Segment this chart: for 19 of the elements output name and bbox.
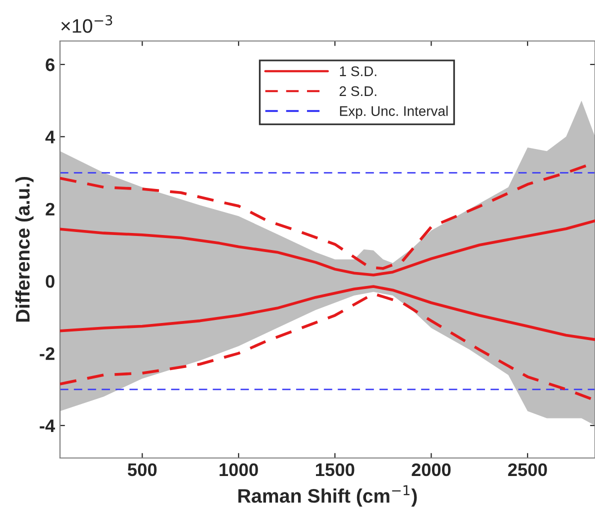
x-tick-label: 1000 xyxy=(220,463,258,476)
x-tick-label: 500 xyxy=(128,463,157,476)
legend-label: 2 S.D. xyxy=(340,86,376,96)
x-tick-label: 2500 xyxy=(508,463,547,476)
line-series xyxy=(60,219,595,276)
x-tick-label: 2000 xyxy=(412,463,451,476)
x-tick-label: 1500 xyxy=(316,463,354,476)
y-tick-label: 2 xyxy=(46,202,54,216)
y-tick-label: 0 xyxy=(46,275,54,288)
y-tick-label: -4 xyxy=(40,420,56,432)
line-series xyxy=(60,285,595,341)
y-tick-label: -2 xyxy=(40,347,54,360)
text: ×10$^{−3}$ xyxy=(61,15,112,33)
legend-label: 1 S.D. xyxy=(340,66,376,76)
legend-label: Exp. Unc. Interval xyxy=(340,106,448,119)
y-tick-label: 6 xyxy=(46,58,54,72)
x-axis-title: Raman Shift (cm$^{−1}$) xyxy=(238,485,417,507)
y-tick-label: 4 xyxy=(45,130,56,144)
y-axis-title: Difference (a.u.) xyxy=(15,176,34,322)
